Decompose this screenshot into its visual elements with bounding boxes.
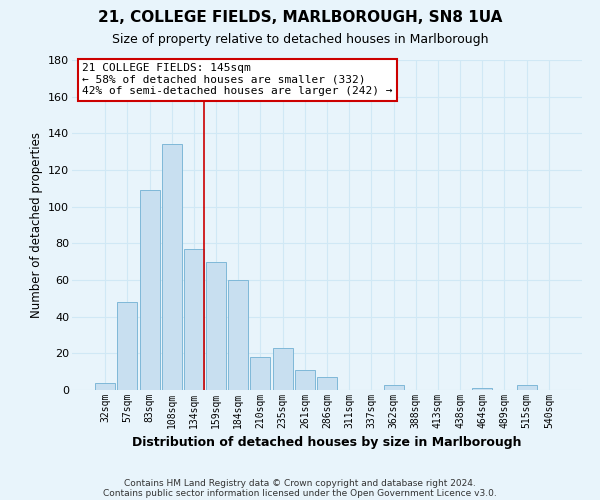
X-axis label: Distribution of detached houses by size in Marlborough: Distribution of detached houses by size …: [132, 436, 522, 450]
Text: Contains HM Land Registry data © Crown copyright and database right 2024.: Contains HM Land Registry data © Crown c…: [124, 478, 476, 488]
Text: 21, COLLEGE FIELDS, MARLBOROUGH, SN8 1UA: 21, COLLEGE FIELDS, MARLBOROUGH, SN8 1UA: [98, 10, 502, 25]
Bar: [140, 190, 160, 390]
Bar: [472, 388, 492, 390]
Bar: [118, 302, 137, 390]
Bar: [250, 357, 271, 390]
Bar: [272, 348, 293, 390]
Bar: [517, 384, 536, 390]
Bar: [317, 377, 337, 390]
Bar: [295, 370, 315, 390]
Bar: [206, 262, 226, 390]
Text: 21 COLLEGE FIELDS: 145sqm
← 58% of detached houses are smaller (332)
42% of semi: 21 COLLEGE FIELDS: 145sqm ← 58% of detac…: [82, 64, 392, 96]
Bar: [228, 280, 248, 390]
Bar: [383, 384, 404, 390]
Bar: [162, 144, 182, 390]
Bar: [184, 249, 204, 390]
Text: Contains public sector information licensed under the Open Government Licence v3: Contains public sector information licen…: [103, 488, 497, 498]
Bar: [95, 382, 115, 390]
Text: Size of property relative to detached houses in Marlborough: Size of property relative to detached ho…: [112, 32, 488, 46]
Y-axis label: Number of detached properties: Number of detached properties: [29, 132, 43, 318]
